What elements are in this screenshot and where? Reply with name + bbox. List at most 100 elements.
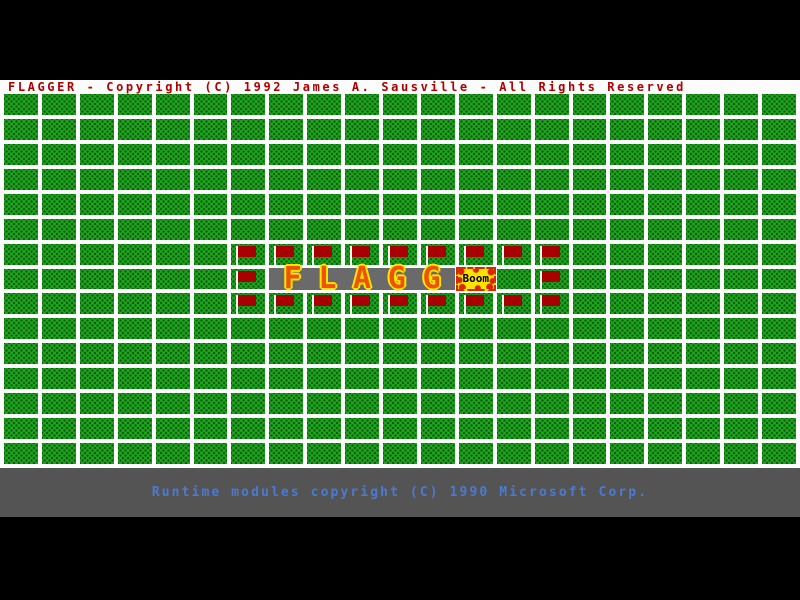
grid-tile[interactable]	[496, 143, 531, 165]
grid-tile[interactable]	[79, 193, 114, 215]
grid-tile[interactable]	[534, 418, 569, 440]
grid-tile[interactable]	[724, 393, 759, 415]
grid-tile[interactable]	[345, 293, 380, 315]
grid-tile[interactable]	[41, 143, 76, 165]
grid-tile[interactable]	[345, 243, 380, 265]
grid-tile[interactable]	[458, 343, 493, 365]
grid-tile[interactable]	[41, 268, 76, 290]
grid-tile[interactable]	[496, 268, 531, 290]
grid-tile[interactable]	[610, 368, 645, 390]
grid-tile[interactable]	[79, 94, 114, 115]
grid-tile[interactable]	[648, 243, 683, 265]
grid-tile[interactable]	[155, 318, 190, 340]
grid-tile[interactable]	[724, 293, 759, 315]
grid-tile[interactable]	[572, 368, 607, 390]
grid-tile[interactable]	[193, 393, 228, 415]
grid-tile[interactable]	[117, 443, 152, 464]
grid-tile[interactable]	[610, 193, 645, 215]
grid-tile[interactable]	[648, 118, 683, 140]
grid-tile[interactable]	[458, 218, 493, 240]
grid-tile[interactable]	[155, 193, 190, 215]
grid-tile[interactable]	[155, 218, 190, 240]
grid-tile[interactable]	[762, 193, 796, 215]
grid-tile[interactable]	[79, 118, 114, 140]
grid-tile[interactable]	[117, 343, 152, 365]
grid-tile[interactable]	[4, 418, 38, 440]
grid-tile[interactable]	[420, 118, 455, 140]
grid-tile[interactable]	[383, 143, 417, 165]
grid-tile[interactable]	[307, 343, 342, 365]
grid-tile[interactable]	[41, 94, 76, 115]
grid-tile[interactable]	[496, 193, 531, 215]
grid-tile[interactable]	[41, 243, 76, 265]
grid-tile[interactable]	[269, 393, 304, 415]
grid-tile[interactable]	[572, 418, 607, 440]
grid-tile[interactable]	[193, 218, 228, 240]
grid-tile[interactable]	[648, 94, 683, 115]
grid-tile[interactable]	[496, 168, 531, 190]
grid-tile[interactable]	[79, 368, 114, 390]
grid-tile[interactable]	[269, 193, 304, 215]
grid-tile[interactable]	[383, 443, 417, 464]
grid-tile[interactable]	[193, 143, 228, 165]
grid-tile[interactable]	[307, 318, 342, 340]
grid-tile[interactable]	[307, 243, 342, 265]
grid-tile[interactable]	[117, 168, 152, 190]
grid-tile[interactable]	[41, 318, 76, 340]
grid-tile[interactable]	[383, 94, 417, 115]
grid-tile[interactable]	[383, 343, 417, 365]
grid-tile[interactable]	[307, 418, 342, 440]
grid-tile[interactable]	[345, 443, 380, 464]
grid-tile[interactable]	[4, 118, 38, 140]
grid-tile[interactable]	[193, 168, 228, 190]
grid-tile[interactable]	[41, 443, 76, 464]
grid-tile[interactable]	[572, 443, 607, 464]
grid-tile[interactable]	[193, 268, 228, 290]
grid-tile[interactable]	[4, 94, 38, 115]
grid-tile[interactable]	[610, 268, 645, 290]
grid-tile[interactable]	[307, 143, 342, 165]
grid-tile[interactable]	[686, 268, 721, 290]
grid-tile[interactable]	[762, 368, 796, 390]
grid-tile[interactable]	[610, 168, 645, 190]
grid-tile[interactable]	[193, 94, 228, 115]
grid-tile[interactable]	[4, 268, 38, 290]
grid-tile[interactable]	[724, 118, 759, 140]
grid-tile[interactable]	[155, 243, 190, 265]
grid-tile[interactable]	[458, 94, 493, 115]
grid-tile[interactable]	[383, 118, 417, 140]
grid-tile[interactable]	[610, 443, 645, 464]
grid-tile[interactable]	[534, 243, 569, 265]
grid-tile[interactable]	[155, 418, 190, 440]
grid-tile[interactable]	[269, 418, 304, 440]
grid-tile[interactable]	[724, 218, 759, 240]
grid-tile[interactable]	[155, 393, 190, 415]
grid-tile[interactable]	[610, 94, 645, 115]
grid-tile[interactable]	[534, 293, 569, 315]
grid-tile[interactable]	[117, 94, 152, 115]
grid-tile[interactable]	[420, 418, 455, 440]
grid-tile[interactable]	[572, 393, 607, 415]
grid-tile[interactable]	[4, 243, 38, 265]
grid-tile[interactable]	[610, 243, 645, 265]
grid-tile[interactable]	[269, 443, 304, 464]
grid-tile[interactable]	[458, 143, 493, 165]
grid-tile[interactable]	[155, 343, 190, 365]
grid-tile[interactable]	[117, 143, 152, 165]
grid-tile[interactable]	[534, 168, 569, 190]
grid-tile[interactable]	[458, 318, 493, 340]
grid-tile[interactable]	[345, 318, 380, 340]
grid-tile[interactable]	[231, 443, 266, 464]
grid-tile[interactable]	[724, 268, 759, 290]
grid-tile[interactable]	[724, 318, 759, 340]
grid-tile[interactable]	[231, 168, 266, 190]
grid-tile[interactable]	[345, 418, 380, 440]
grid-tile[interactable]	[383, 393, 417, 415]
grid-tile[interactable]	[307, 443, 342, 464]
grid-tile[interactable]	[496, 243, 531, 265]
grid-tile[interactable]	[231, 243, 266, 265]
grid-tile[interactable]	[724, 193, 759, 215]
grid-tile[interactable]	[269, 218, 304, 240]
grid-tile[interactable]	[496, 443, 531, 464]
grid-tile[interactable]	[496, 343, 531, 365]
